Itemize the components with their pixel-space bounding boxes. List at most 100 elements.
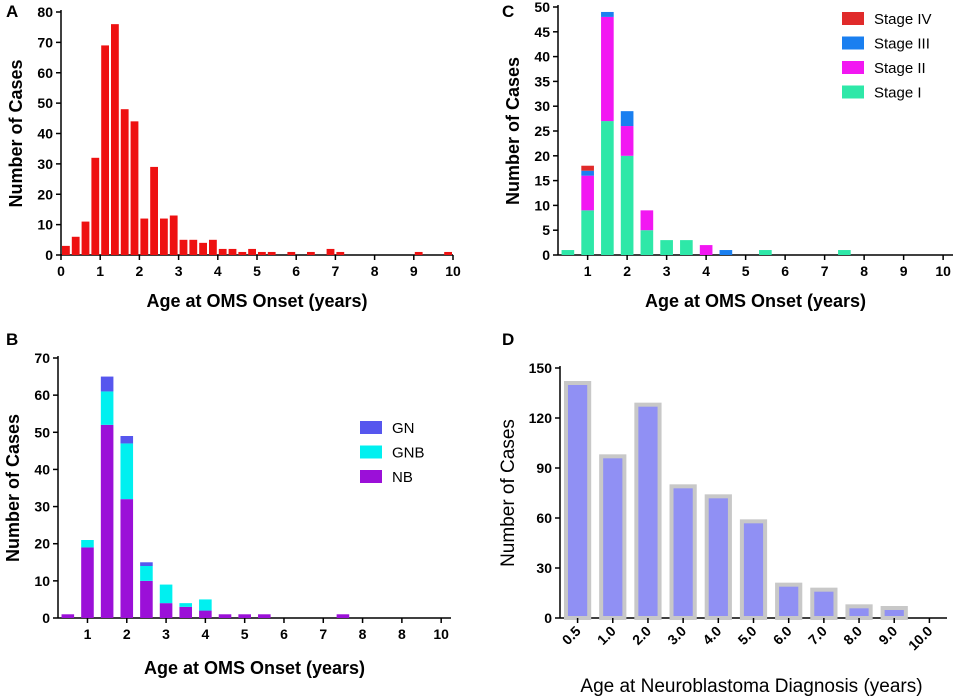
a-bar [238,251,247,255]
d-x-tick-label: 1.0 [594,623,619,648]
c-y-tick-label: 10 [534,197,550,213]
c-bar-stage-i [680,240,693,255]
a-x-tick-label: 8 [371,263,379,279]
c-x-tick-label: 6 [781,263,789,279]
c-y-tick-label: 0 [542,247,550,263]
a-y-tick-label: 80 [37,4,53,20]
a-x-tick-label: 9 [410,263,418,279]
a-y-tick-label: 0 [45,247,53,263]
chart-panel-b: 0 10 20 30 40 50 60 70 1 2 3 4 5 6 7 8 8 10 GN GNB NB Age at … [3,350,451,678]
c-x-axis-label: Age at OMS Onset (years) [645,291,866,311]
c-y-tick-label: 25 [534,123,550,139]
c-legend-label: Stage II [874,60,926,77]
b-x-tick-label: 10 [433,626,449,642]
c-bar-stage-iii [601,11,614,17]
c-bar-stage-ii [581,175,594,211]
chart-panel-a: 0 10 20 30 40 50 60 70 80 0 1 2 3 4 5 6 7 8 9 10 Age at OMS … [6,4,461,311]
d-bar [810,587,838,621]
c-x-tick-label: 7 [821,263,829,279]
c-x-tick-label: 10 [935,263,951,279]
b-y-axis-label: Number of Cases [3,414,23,562]
a-bar [62,245,70,255]
a-bar [120,109,129,255]
d-bar [634,402,662,620]
b-x-tick-label: 2 [123,626,131,642]
c-bar-stage-ii [601,16,614,122]
d-bar [599,454,627,621]
a-bar [150,166,158,255]
d-x-tick-label: 0.5 [559,623,584,648]
a-bar [228,248,237,255]
c-y-axis-label: Number of Cases [503,57,523,205]
c-bar-stage-ii [620,126,634,156]
c-x-tick-label: 1 [584,263,592,279]
a-bar [326,248,335,255]
a-bar [71,236,80,255]
a-bar [267,251,276,255]
c-bar-stage-i [640,230,654,255]
c-legend-label: Stage I [874,85,922,102]
b-y-tick-label: 30 [34,499,50,515]
b-bar-gnb [100,391,114,425]
c-x-tick-label: 5 [742,263,750,279]
a-bar [444,251,452,255]
c-bar-stage-i [601,121,614,255]
c-x-tick-label: 3 [663,263,671,279]
c-y-tick-label: 40 [534,49,550,65]
d-bar [704,494,732,621]
c-legend-swatch [842,61,864,74]
b-bar-gn [100,376,114,392]
a-bar [179,239,188,255]
b-bar-nb [199,610,212,618]
b-legend-label: GNB [392,445,425,462]
b-legend-swatch [360,445,382,459]
b-y-tick-label: 60 [34,387,50,403]
b-x-tick-label: 4 [201,626,209,642]
c-legend-swatch [842,85,864,99]
c-legend-swatch [842,12,864,25]
c-y-tick-label: 20 [534,148,550,164]
d-bar [880,606,908,620]
d-bar [845,604,873,620]
d-x-tick-label: 5.0 [735,623,760,648]
a-bar [218,248,227,255]
b-x-tick-label: 1 [84,626,92,642]
c-x-tick-label: 8 [860,263,868,279]
a-bar [81,221,90,255]
b-bar-nb [336,614,350,618]
a-bar [111,24,119,256]
b-bar-gn [120,436,134,444]
c-y-tick-label: 35 [534,73,550,89]
c-legend-swatch [842,36,864,50]
a-bar [91,157,100,255]
d-bar [739,519,768,620]
b-bar-gnb [140,566,153,581]
a-bar [414,251,423,255]
c-bar-stage-iii [620,111,634,127]
b-y-tick-label: 0 [42,610,50,626]
b-legend-label: NB [392,469,413,486]
a-y-tick-label: 70 [37,34,53,50]
b-bar-gnb [159,584,173,604]
d-y-tick-label: 60 [536,510,552,526]
a-x-tick-label: 6 [292,263,300,279]
a-bar [199,242,207,255]
a-bar [336,251,345,255]
b-x-tick-label: 8 [398,626,406,642]
c-bar-stage-ii [640,210,654,231]
a-bar [140,218,149,255]
d-y-tick-label: 30 [536,560,552,576]
b-x-tick-label: 5 [241,626,249,642]
a-bar [287,251,296,255]
d-y-tick-label: 90 [536,460,552,476]
b-bar-gnb [179,603,193,607]
b-bar-gnb [199,599,212,611]
panel-label-d: D [502,330,514,349]
d-y-tick-label: 0 [544,610,552,626]
a-bar [169,215,178,255]
a-y-tick-label: 30 [37,156,53,172]
a-bar [258,251,266,255]
d-y-tick-label: 150 [529,360,553,376]
b-bar-nb [159,603,173,618]
